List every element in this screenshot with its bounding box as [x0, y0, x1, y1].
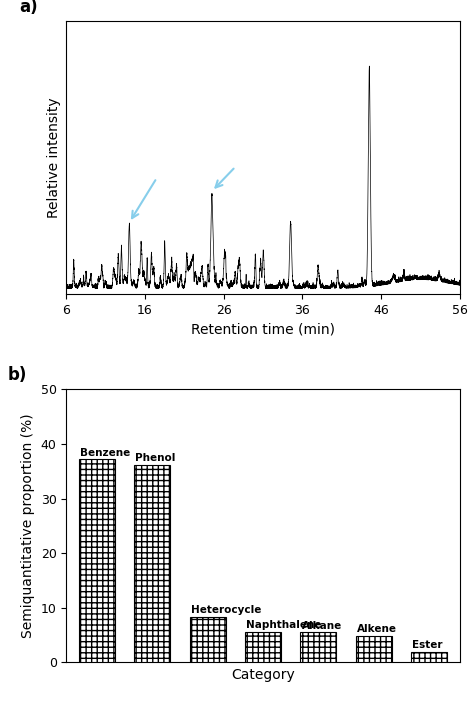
Text: b): b)	[8, 366, 27, 384]
Bar	[134, 465, 170, 662]
Bar	[79, 459, 115, 662]
Y-axis label: Relative intensity: Relative intensity	[47, 98, 61, 218]
Y-axis label: Semiquantitative proportion (%): Semiquantitative proportion (%)	[21, 414, 35, 638]
Text: Naphthalene: Naphthalene	[246, 620, 322, 630]
Bar	[190, 617, 226, 662]
Text: a): a)	[19, 0, 38, 16]
Text: Ester: Ester	[412, 640, 443, 650]
X-axis label: Retention time (min): Retention time (min)	[191, 323, 335, 336]
Text: Alkene: Alkene	[357, 624, 397, 634]
Bar	[245, 632, 281, 662]
X-axis label: Category: Category	[231, 668, 295, 681]
Text: Phenol: Phenol	[136, 453, 176, 463]
Text: Alkane: Alkane	[301, 621, 342, 631]
Text: Benzene: Benzene	[80, 448, 130, 458]
Text: Heterocycle: Heterocycle	[191, 605, 261, 615]
Bar	[301, 632, 337, 662]
Bar	[356, 636, 392, 662]
Bar	[411, 651, 447, 662]
